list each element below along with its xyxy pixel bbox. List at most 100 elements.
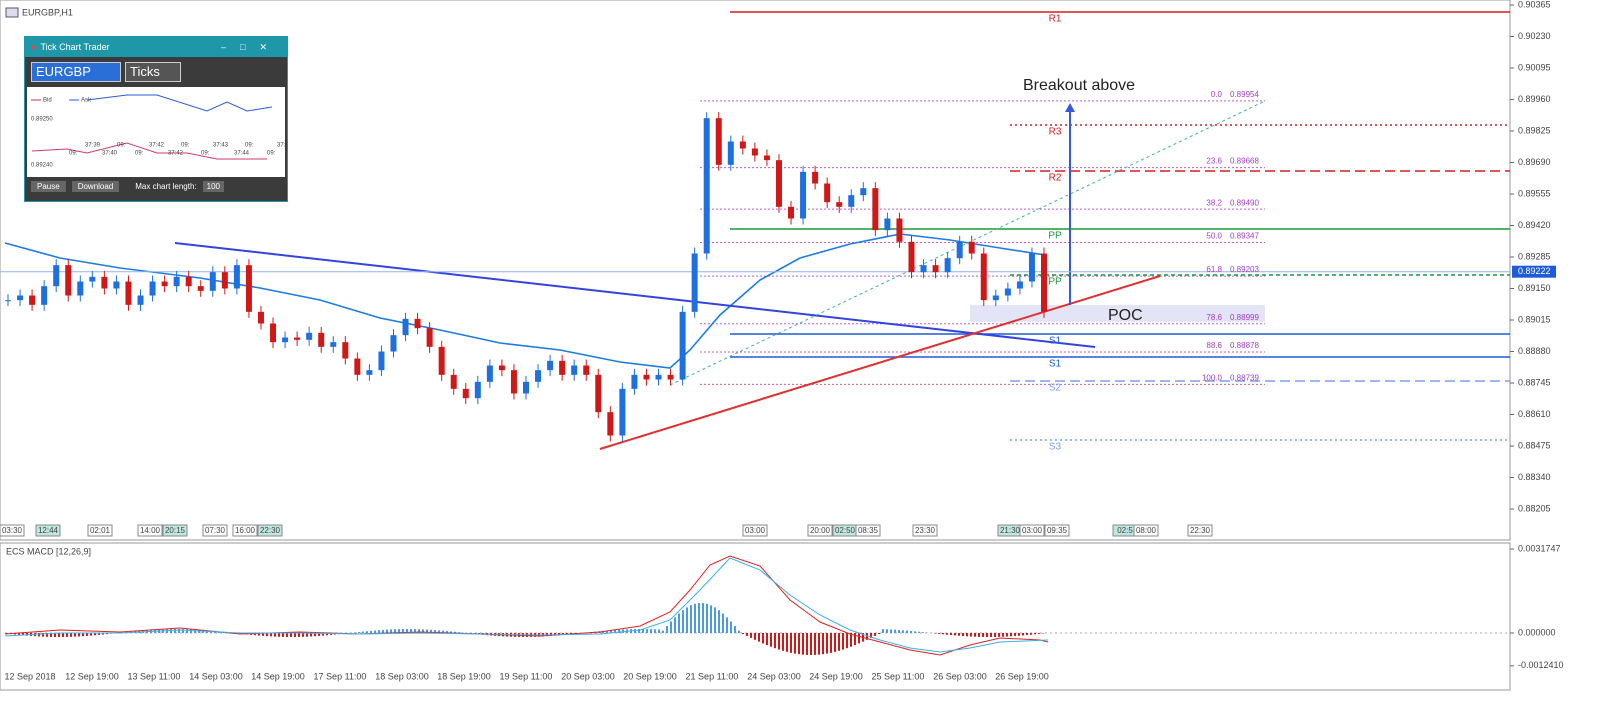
histogram-bar xyxy=(366,631,368,633)
pivot-label: S1 xyxy=(1049,336,1062,347)
histogram-bar xyxy=(698,603,700,633)
x-label: 24 Sep 03:00 xyxy=(747,671,801,681)
candle xyxy=(631,375,637,389)
candle xyxy=(318,333,324,347)
histogram-bar xyxy=(950,633,952,635)
window-controls[interactable]: –□✕ xyxy=(221,42,281,53)
histogram-bar xyxy=(718,610,720,633)
candle xyxy=(788,207,794,219)
histogram-bar xyxy=(806,633,808,655)
histogram-bar xyxy=(858,633,860,643)
histogram-bar xyxy=(690,605,692,633)
candle xyxy=(728,142,734,165)
histogram-bar xyxy=(734,626,736,633)
histogram-bar xyxy=(750,633,752,638)
price-label: 0.89960 xyxy=(1518,94,1551,104)
histogram-bar xyxy=(762,633,764,643)
candle xyxy=(945,258,951,272)
max-select[interactable]: 100 xyxy=(203,181,224,192)
time-tag: 07:30 xyxy=(205,526,226,535)
mode-select[interactable]: Ticks xyxy=(125,62,181,82)
price-label: 0.88610 xyxy=(1518,409,1551,419)
time-tag: 20:15 xyxy=(165,526,186,535)
histogram-bar xyxy=(738,631,740,633)
histogram-bar xyxy=(174,629,176,633)
candle xyxy=(535,370,541,382)
histogram-bar xyxy=(650,629,652,633)
histogram-bar xyxy=(1002,633,1004,637)
candle xyxy=(752,149,758,156)
histogram-bar xyxy=(1030,633,1032,635)
histogram-bar xyxy=(850,633,852,647)
candle xyxy=(306,333,312,340)
histogram-bar xyxy=(882,629,884,633)
fib-ratio: 100.0 xyxy=(1202,374,1223,383)
histogram-bar xyxy=(830,633,832,653)
histogram-bar xyxy=(358,632,360,633)
candle xyxy=(1029,254,1035,282)
price-label: 0.90095 xyxy=(1518,62,1551,72)
fib-price: 0.89203 xyxy=(1230,265,1259,274)
candle xyxy=(89,277,95,282)
candle xyxy=(174,277,180,286)
histogram-bar xyxy=(822,633,824,654)
histogram-bar xyxy=(922,632,924,633)
candle xyxy=(390,335,396,351)
fib-ratio: 78.6 xyxy=(1206,313,1222,322)
time-tag: 21:30 xyxy=(1000,526,1021,535)
time-label: 37:39 xyxy=(85,143,101,149)
widget-title: Tick Chart Trader xyxy=(40,42,109,52)
histogram-bar xyxy=(666,626,668,633)
time-tag: 16:00 xyxy=(235,526,256,535)
histogram-bar xyxy=(1006,633,1008,637)
price-label: 0.88205 xyxy=(1518,503,1551,513)
time-tag: 09:35 xyxy=(1047,526,1068,535)
fib-ratio: 61.8 xyxy=(1206,265,1222,274)
pivot-label: S3 xyxy=(1049,442,1062,453)
histogram-bar xyxy=(282,633,284,637)
candle xyxy=(872,188,878,230)
candle xyxy=(5,300,11,301)
x-label: 26 Sep 19:00 xyxy=(995,671,1049,681)
fib-ratio: 0.0 xyxy=(1211,90,1223,99)
price-label: 0.89690 xyxy=(1518,157,1551,167)
price-label: 0.89150 xyxy=(1518,283,1551,293)
histogram-bar xyxy=(742,633,744,634)
candle xyxy=(680,312,686,380)
histogram-bar xyxy=(814,633,816,655)
candle xyxy=(511,370,517,393)
histogram-bar xyxy=(702,603,704,633)
histogram-bar xyxy=(70,633,72,637)
symbol-select[interactable]: EURGBP xyxy=(31,62,121,82)
candle xyxy=(896,219,902,242)
candle xyxy=(884,219,890,231)
histogram-bar xyxy=(1014,633,1016,636)
histogram-bar xyxy=(186,629,188,633)
time-tag: 12:44 xyxy=(38,526,59,535)
candle xyxy=(258,312,264,324)
candle xyxy=(186,277,192,286)
pause-button[interactable]: Pause xyxy=(31,181,66,192)
candle xyxy=(812,172,818,184)
histogram-bar xyxy=(386,630,388,633)
histogram-bar xyxy=(290,633,292,637)
download-button[interactable]: Download xyxy=(72,181,120,192)
selectors: EURGBP Ticks xyxy=(25,57,287,87)
price-label: 0.89420 xyxy=(1518,220,1551,230)
price-label: 0.89825 xyxy=(1518,125,1551,135)
histogram-bar xyxy=(378,630,380,633)
candle xyxy=(860,188,866,195)
histogram-bar xyxy=(278,633,280,637)
widget-header: ● Tick Chart Trader –□✕ xyxy=(25,37,287,57)
candle xyxy=(764,156,770,161)
candle xyxy=(836,202,842,207)
time-label: 37:42 xyxy=(149,143,165,149)
histogram-bar xyxy=(786,633,788,652)
candle xyxy=(427,328,433,347)
histogram-bar xyxy=(274,633,276,637)
candle xyxy=(547,361,553,370)
histogram-bar xyxy=(270,633,272,636)
time-label: 37:44 xyxy=(234,151,250,157)
candle xyxy=(668,375,674,380)
time-tag: 22:30 xyxy=(1190,526,1211,535)
